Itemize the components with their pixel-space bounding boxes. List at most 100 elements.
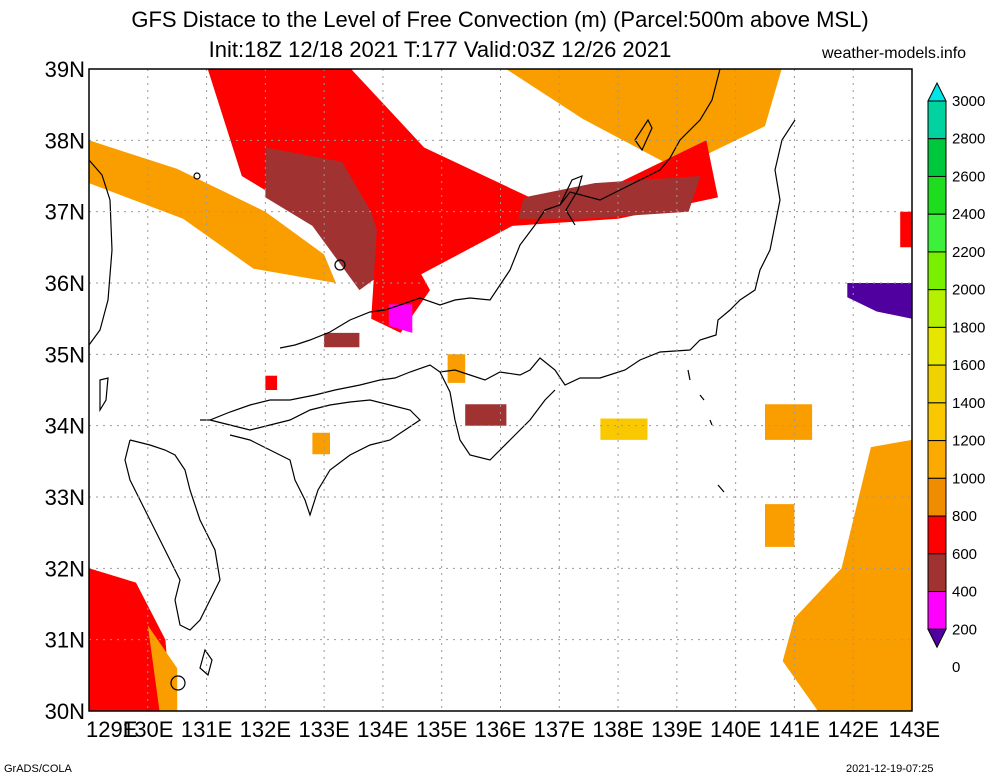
colorbar-bin <box>927 515 947 555</box>
lfc-field-patch <box>265 375 278 390</box>
colorbar-label: 2800 <box>952 131 985 148</box>
lfc-field-patch <box>518 176 701 219</box>
brand-label: weather-models.info <box>822 45 967 62</box>
coastline-honshu-north <box>279 69 721 349</box>
longitude-tick-label: 133E <box>298 717 349 742</box>
colorbar-bin <box>927 591 947 630</box>
coastline-kyushu <box>124 439 221 631</box>
longitude-tick-label: 137E <box>534 717 585 742</box>
lfc-field-patch <box>900 211 912 248</box>
lfc-field-patch <box>765 404 813 440</box>
longitude-tick-label: 143E <box>889 717 940 742</box>
map-subtitle-init-valid: Init:18Z 12/18 2021 T:177 Valid:03Z 12/2… <box>208 37 672 62</box>
lfc-field-patch <box>147 625 178 711</box>
lfc-field-patch <box>847 283 912 319</box>
colorbar-bin <box>927 553 947 593</box>
latitude-tick-label: 34N <box>45 414 85 439</box>
colorbar-bottom-arrow <box>927 628 947 649</box>
colorbar-label: 600 <box>952 546 977 563</box>
coastline-noto <box>559 174 583 226</box>
lfc-field-patch <box>388 304 413 333</box>
coastline-sado <box>634 118 653 152</box>
longitude-tick-label: 131E <box>181 717 232 742</box>
longitude-tick-label: 140E <box>710 717 761 742</box>
lfc-field-patch <box>89 568 172 711</box>
colorbar-label: 1800 <box>952 319 985 336</box>
coastline-shikoku <box>209 399 421 517</box>
longitude-tick-label: 138E <box>592 717 643 742</box>
lfc-shaded-field <box>89 69 912 711</box>
longitude-tick-label: 141E <box>769 717 820 742</box>
footer-timestamp: 2021-12-19-07:25 <box>846 763 934 775</box>
coastline <box>89 69 796 691</box>
colorbar-label: 1600 <box>952 357 985 374</box>
colorbar-bin <box>927 402 947 442</box>
longitude-tick-label: 142E <box>828 717 879 742</box>
map-title: GFS Distace to the Level of Free Convect… <box>131 7 869 32</box>
longitude-tick-label: 135E <box>416 717 467 742</box>
colorbar-bin <box>927 364 947 404</box>
lfc-field-patch <box>765 504 795 547</box>
latitude-tick-label: 36N <box>45 271 85 296</box>
colorbar-label: 800 <box>952 508 977 525</box>
colorbar-label: 1000 <box>952 470 985 487</box>
lfc-field-patch <box>324 332 360 348</box>
longitude-tick-label: 129E <box>86 717 137 742</box>
colorbar-label: 2600 <box>952 168 985 185</box>
coastline-honshu-east <box>200 119 796 421</box>
latitude-tick-label: 33N <box>45 485 85 510</box>
colorbar-label: 1200 <box>952 433 985 450</box>
colorbar-bin <box>927 138 947 177</box>
lat-lon-grid <box>89 69 912 711</box>
latitude-tick-label: 31N <box>45 628 85 653</box>
colorbar-bin <box>927 251 947 291</box>
colorbar-label: 400 <box>952 584 977 601</box>
latitude-labels: 39N 38N 37N 36N 35N 34N 33N 32N 31N 30N <box>45 57 85 724</box>
coastline-tanegashima <box>199 648 213 677</box>
colorbar-bin <box>927 175 947 215</box>
lfc-field-patch <box>265 147 389 291</box>
latitude-tick-label: 32N <box>45 556 85 581</box>
latitude-tick-label: 39N <box>45 57 85 82</box>
colorbar-label: 2000 <box>952 282 985 299</box>
latitude-tick-label: 37N <box>45 200 85 225</box>
longitude-tick-label: 134E <box>357 717 408 742</box>
longitude-tick-label: 130E <box>122 717 173 742</box>
colorbar-bin <box>927 440 947 479</box>
colorbar-bin <box>927 213 947 253</box>
island-oki <box>334 259 346 271</box>
longitude-tick-label: 132E <box>240 717 291 742</box>
colorbar-bin <box>927 289 947 328</box>
lfc-field-patch <box>89 140 336 283</box>
lfc-field-patch <box>506 69 782 169</box>
colorbar-bin <box>927 477 947 517</box>
colorbar: 3000280026002400220020001800160014001200… <box>927 81 985 676</box>
island-yakushima <box>170 675 186 691</box>
colorbar-label: 3000 <box>952 93 985 110</box>
lfc-field-patch <box>600 418 648 440</box>
latitude-tick-label: 38N <box>45 128 85 153</box>
lfc-field-patch <box>782 439 912 711</box>
colorbar-top-arrow <box>927 81 947 102</box>
map-frame <box>88 68 913 712</box>
colorbar-label: 200 <box>952 621 977 638</box>
coastline-kii <box>439 371 556 461</box>
coastline-tsushima <box>99 377 109 413</box>
lfc-field-patch <box>371 225 430 333</box>
footer-software-label: GrADS/COLA <box>4 763 72 775</box>
longitude-tick-label: 136E <box>475 717 526 742</box>
colorbar-label: 2200 <box>952 244 985 261</box>
longitude-tick-label: 139E <box>651 717 702 742</box>
colorbar-label: 0 <box>952 659 960 676</box>
lfc-field-patch <box>312 432 330 455</box>
colorbar-label: 2400 <box>952 206 985 223</box>
coastline-korea <box>89 159 113 346</box>
colorbar-bin <box>927 100 947 140</box>
colorbar-label: 1400 <box>952 395 985 412</box>
lfc-field-patch <box>465 404 507 426</box>
coastline-izu-islands <box>687 369 725 493</box>
colorbar-bin <box>927 326 947 366</box>
latitude-tick-label: 35N <box>45 342 85 367</box>
